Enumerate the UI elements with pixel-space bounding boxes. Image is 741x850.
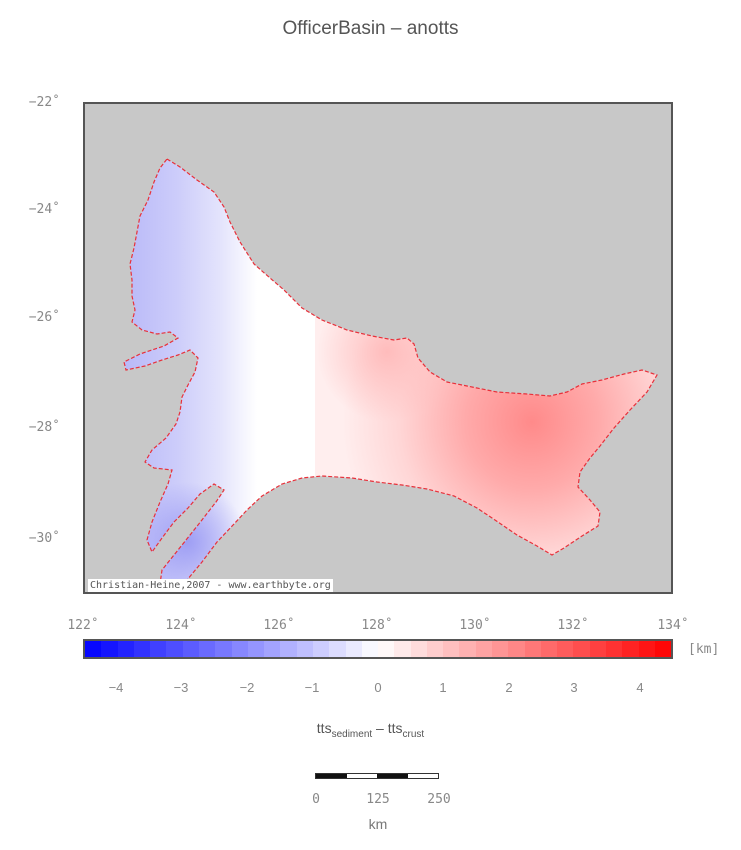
colorbar-segment [264, 641, 281, 657]
map-title: OfficerBasin – anotts [282, 18, 459, 39]
colorbar-segment [508, 641, 525, 657]
lat-label: −28˚ [28, 420, 60, 435]
formula-term: tts [387, 720, 403, 736]
credit-text: Christian-Heine,2007 - www.earthbyte.org [88, 579, 333, 592]
scale-bar [315, 773, 439, 779]
scale-bar-segment [316, 774, 347, 778]
formula-subscript: crust [402, 728, 425, 740]
scale-bar-label: 125 [366, 792, 390, 807]
colorbar-segment [166, 641, 183, 657]
colorbar-segment [443, 641, 460, 657]
colorbar-segment [133, 641, 151, 657]
colorbar-tick-label: −4 [108, 680, 124, 695]
colorbar [83, 639, 673, 659]
formula-subscript: sediment [331, 728, 373, 740]
lat-label: −22˚ [28, 95, 60, 110]
colorbar-segment [117, 641, 134, 657]
lon-label: 128˚ [361, 618, 393, 633]
colorbar-segment [426, 641, 444, 657]
colorbar-tick-label: 1 [439, 680, 447, 695]
colorbar-tick-label: −2 [239, 680, 255, 695]
colorbar-segment [215, 641, 232, 657]
colorbar-tick-label: 0 [374, 680, 382, 695]
colorbar-segment [312, 641, 330, 657]
lat-label: −26˚ [28, 310, 60, 325]
colorbar-segment [345, 641, 362, 657]
colorbar-tick-label: −3 [173, 680, 189, 695]
colorbar-segment [85, 641, 102, 657]
colorbar-segment [247, 641, 265, 657]
colorbar-tick-label: 2 [505, 680, 513, 695]
colorbar-tick-label: 4 [636, 680, 644, 695]
map-canvas [85, 104, 671, 592]
colorbar-segment [524, 641, 541, 657]
colorbar-formula: ttssediment – ttscrust [0, 720, 741, 740]
colorbar-segment [394, 641, 411, 657]
map-area[interactable] [83, 102, 673, 594]
scale-bar-segment [377, 774, 408, 778]
colorbar-segment [182, 641, 199, 657]
colorbar-tick-label: −1 [304, 680, 320, 695]
colorbar-segment [231, 641, 248, 657]
lon-label: 122˚ [67, 618, 99, 633]
colorbar-unit: [km] [688, 642, 720, 657]
scale-bar-label: 0 [312, 792, 320, 807]
lon-label: 124˚ [165, 618, 197, 633]
basin-outline [123, 158, 658, 592]
lat-label: −24˚ [28, 202, 60, 217]
colorbar-segment [329, 641, 346, 657]
colorbar-segment [361, 641, 379, 657]
colorbar-segment [589, 641, 606, 657]
colorbar-segment [622, 641, 639, 657]
colorbar-tick-label: 3 [570, 680, 578, 695]
lon-label: 126˚ [263, 618, 295, 633]
colorbar-segment [540, 641, 558, 657]
scale-bar-label: 250 [427, 792, 451, 807]
colorbar-segment [492, 641, 509, 657]
colorbar-segment [459, 641, 476, 657]
colorbar-segment [475, 641, 493, 657]
lon-label: 134˚ [657, 618, 689, 633]
colorbar-segment [198, 641, 216, 657]
colorbar-segment [150, 641, 167, 657]
colorbar-segment [606, 641, 623, 657]
scale-bar-segment [407, 774, 438, 778]
colorbar-segment [296, 641, 313, 657]
formula-operator: – [372, 720, 388, 736]
colorbar-segment [378, 641, 395, 657]
formula-term: tts [316, 720, 332, 736]
scale-bar-unit: km [368, 816, 388, 832]
colorbar-segment [410, 641, 427, 657]
lon-label: 130˚ [459, 618, 491, 633]
colorbar-segment [654, 641, 672, 657]
scale-bar-segment [346, 774, 377, 778]
lat-label: −30˚ [28, 531, 60, 546]
colorbar-segment [101, 641, 118, 657]
colorbar-segment [638, 641, 655, 657]
colorbar-segment [557, 641, 574, 657]
colorbar-segment [573, 641, 590, 657]
colorbar-segment [280, 641, 297, 657]
lon-label: 132˚ [557, 618, 589, 633]
